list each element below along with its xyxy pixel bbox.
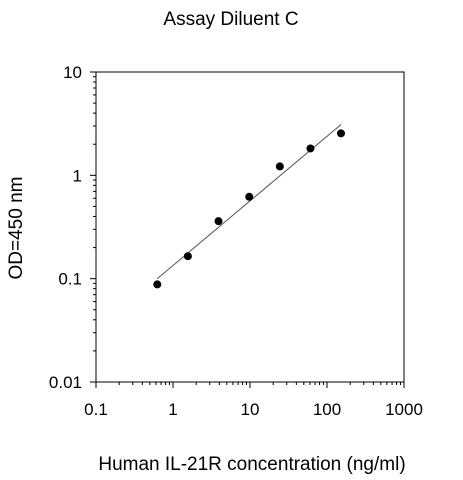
x-tick-label: 100 — [313, 400, 341, 419]
plot-area-frame — [95, 71, 405, 383]
y-tick-label: 10 — [63, 63, 82, 82]
data-point — [275, 162, 284, 171]
x-tick-label: 10 — [241, 400, 260, 419]
data-points — [153, 129, 346, 289]
data-point — [306, 144, 315, 153]
x-tick-label: 1 — [168, 400, 177, 419]
data-point — [337, 129, 346, 138]
y-tick-label: 0.01 — [49, 373, 82, 392]
data-point — [214, 217, 223, 226]
data-point — [153, 280, 162, 289]
chart-title: Assay Diluent C — [163, 9, 298, 30]
y-tick-label: 1 — [73, 166, 82, 185]
data-point — [245, 192, 254, 201]
y-tick-label: 0.1 — [58, 270, 82, 289]
x-axis: 0.1 1 10 100 1000 — [84, 382, 423, 419]
x-tick-label: 1000 — [385, 400, 423, 419]
data-point — [183, 252, 192, 261]
x-axis-label: Human IL-21R concentration (ng/ml) — [98, 454, 405, 475]
x-tick-label: 0.1 — [84, 400, 108, 419]
y-axis-label: OD=450 nm — [6, 177, 27, 280]
y-axis: 0.01 0.1 1 10 — [49, 63, 96, 392]
